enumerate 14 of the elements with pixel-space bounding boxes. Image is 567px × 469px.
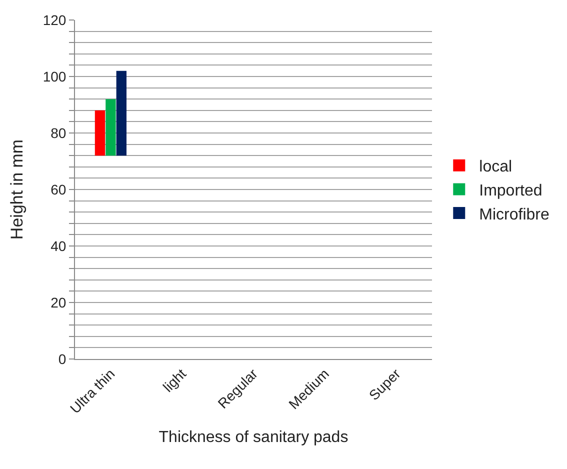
y-tick-label: 80 [50, 124, 66, 141]
y-tick-label: 40 [50, 238, 66, 254]
y-tick-label: 60 [50, 181, 66, 198]
y-axis-title: Height in mm [7, 139, 26, 240]
legend-label: Microfibre [479, 206, 550, 224]
legend-label: Imported [479, 182, 542, 200]
x-axis-title: Thickness of sanitary pads [158, 429, 348, 446]
y-tick-label: 100 [42, 68, 66, 84]
x-tick-label: Ultra thin [66, 366, 118, 416]
legend-label: local [479, 158, 512, 176]
y-tick-label: 120 [42, 12, 66, 28]
y-tick-label: 0 [58, 350, 66, 367]
x-tick-label: light [160, 365, 190, 396]
y-tick-label: 20 [50, 294, 66, 310]
